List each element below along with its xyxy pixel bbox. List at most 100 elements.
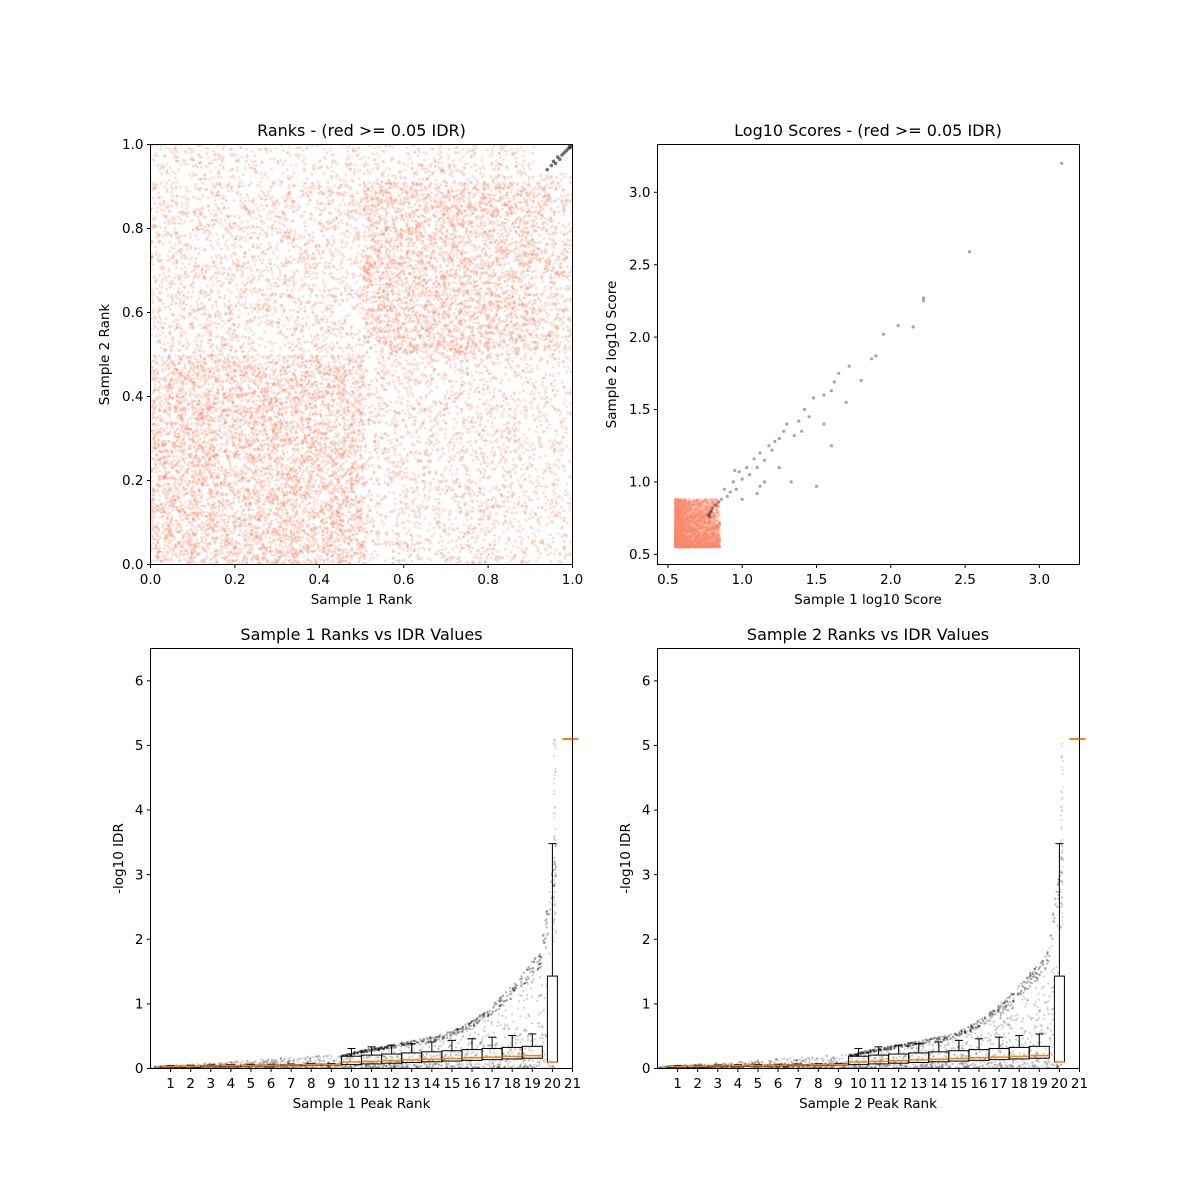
rank-point-low-idr bbox=[345, 413, 348, 417]
rank-point-low-idr bbox=[177, 544, 181, 548]
rank-point-low-idr bbox=[204, 445, 208, 449]
rank-point-low-idr bbox=[217, 400, 221, 404]
rank-point-low-idr bbox=[219, 447, 223, 450]
rank-point-low-idr bbox=[254, 410, 258, 413]
rank-point-low-idr bbox=[217, 388, 221, 392]
rank-point-low-idr bbox=[309, 370, 313, 374]
rank-point-low-idr bbox=[330, 533, 334, 537]
rank-point-low-idr bbox=[253, 440, 257, 444]
rank-point-low-idr bbox=[261, 493, 265, 497]
rank-point-low-idr bbox=[183, 492, 187, 496]
rank-point-low-idr bbox=[182, 534, 185, 538]
rank-point-low-idr bbox=[291, 453, 295, 457]
rank-point-low-idr bbox=[288, 383, 292, 387]
rank-point-low-idr bbox=[358, 374, 362, 377]
rank-point-low-idr bbox=[354, 450, 358, 453]
rank-point-low-idr bbox=[263, 500, 266, 503]
rank-point-low-idr bbox=[278, 401, 282, 405]
rank-point-low-idr bbox=[342, 387, 346, 391]
rank-point-low-idr bbox=[303, 452, 307, 456]
rank-point-low-idr bbox=[196, 365, 199, 368]
rank-point-low-idr bbox=[224, 467, 228, 471]
rank-point-low-idr bbox=[313, 557, 316, 561]
rank-point-low-idr bbox=[204, 538, 208, 541]
rank-point-low-idr bbox=[232, 496, 236, 500]
rank-point-low-idr bbox=[347, 449, 351, 453]
rank-point-low-idr bbox=[302, 545, 305, 549]
rank-point-low-idr bbox=[205, 510, 209, 514]
rank-point-low-idr bbox=[163, 470, 167, 473]
rank-point-low-idr bbox=[256, 555, 260, 558]
rank-point-low-idr bbox=[220, 556, 224, 560]
rank-point-low-idr bbox=[336, 524, 340, 528]
rank-point-low-idr bbox=[220, 539, 224, 542]
rank-point-low-idr bbox=[287, 555, 290, 558]
rank-point-low-idr bbox=[294, 379, 298, 383]
rank-point-low-idr bbox=[307, 496, 311, 499]
rank-point-low-idr bbox=[158, 463, 162, 466]
rank-point-low-idr bbox=[304, 374, 307, 378]
rank-point-low-idr bbox=[190, 486, 193, 490]
rank-point-low-idr bbox=[298, 477, 302, 481]
rank-point-low-idr bbox=[158, 546, 161, 550]
rank-point-low-idr bbox=[352, 412, 356, 416]
rank-point-low-idr bbox=[237, 454, 241, 457]
rank-point-low-idr bbox=[307, 523, 311, 526]
rank-point-low-idr bbox=[302, 425, 306, 429]
rank-point-low-idr bbox=[170, 371, 174, 375]
rank-point-low-idr bbox=[158, 384, 162, 387]
rank-point-low-idr bbox=[352, 391, 356, 394]
rank-point-low-idr bbox=[208, 457, 212, 460]
rank-point-low-idr bbox=[299, 370, 303, 374]
rank-point-low-idr bbox=[152, 502, 156, 506]
rank-point-low-idr bbox=[261, 529, 265, 533]
rank-point-low-idr bbox=[310, 440, 314, 443]
rank-point-low-idr bbox=[217, 417, 221, 421]
rank-point-low-idr bbox=[359, 508, 362, 512]
rank-point-low-idr bbox=[288, 468, 292, 472]
rank-point-low-idr bbox=[205, 402, 208, 406]
rank-point-low-idr bbox=[314, 561, 318, 564]
rank-point-low-idr bbox=[215, 561, 219, 565]
rank-point-low-idr bbox=[205, 498, 209, 501]
rank-point-low-idr bbox=[321, 355, 325, 359]
rank-point-low-idr bbox=[339, 529, 342, 533]
rank-point-low-idr bbox=[237, 456, 240, 460]
rank-point-low-idr bbox=[209, 389, 213, 393]
rank-point-low-idr bbox=[324, 449, 328, 452]
rank-point-low-idr bbox=[300, 387, 304, 390]
rank-point-low-idr bbox=[151, 493, 155, 497]
rank-point-low-idr bbox=[232, 442, 235, 446]
rank-point-low-idr bbox=[328, 536, 332, 540]
rank-point-low-idr bbox=[225, 396, 229, 400]
rank-point-low-idr bbox=[195, 449, 198, 453]
rank-point-low-idr bbox=[276, 499, 280, 503]
rank-point-low-idr bbox=[294, 429, 298, 433]
rank-point-low-idr bbox=[360, 512, 364, 516]
rank-point-low-idr bbox=[226, 498, 230, 502]
rank-point-low-idr bbox=[351, 390, 355, 394]
rank-point-low-idr bbox=[156, 550, 160, 553]
rank-point-low-idr bbox=[340, 493, 344, 497]
rank-point-low-idr bbox=[352, 365, 355, 369]
rank-point-low-idr bbox=[189, 556, 192, 560]
rank-point-low-idr bbox=[312, 544, 316, 547]
rank-point-low-idr bbox=[247, 488, 251, 492]
rank-point-low-idr bbox=[167, 471, 171, 474]
rank-point-low-idr bbox=[251, 441, 255, 445]
rank-point-low-idr bbox=[152, 516, 156, 520]
rank-point-low-idr bbox=[158, 516, 162, 519]
rank-point-low-idr bbox=[336, 481, 340, 485]
rank-point-low-idr bbox=[286, 522, 290, 525]
rank-point-low-idr bbox=[319, 555, 323, 558]
rank-point-low-idr bbox=[249, 522, 252, 525]
rank-point-low-idr bbox=[163, 448, 167, 452]
rank-point-low-idr bbox=[251, 463, 255, 466]
rank-point-low-idr bbox=[345, 495, 349, 499]
rank-point-low-idr bbox=[158, 494, 162, 497]
rank-point-low-idr bbox=[193, 399, 197, 403]
rank-point-low-idr bbox=[250, 443, 254, 447]
rank-point-low-idr bbox=[279, 380, 283, 384]
rank-point-low-idr bbox=[344, 438, 348, 442]
rank-point-low-idr bbox=[315, 464, 319, 468]
